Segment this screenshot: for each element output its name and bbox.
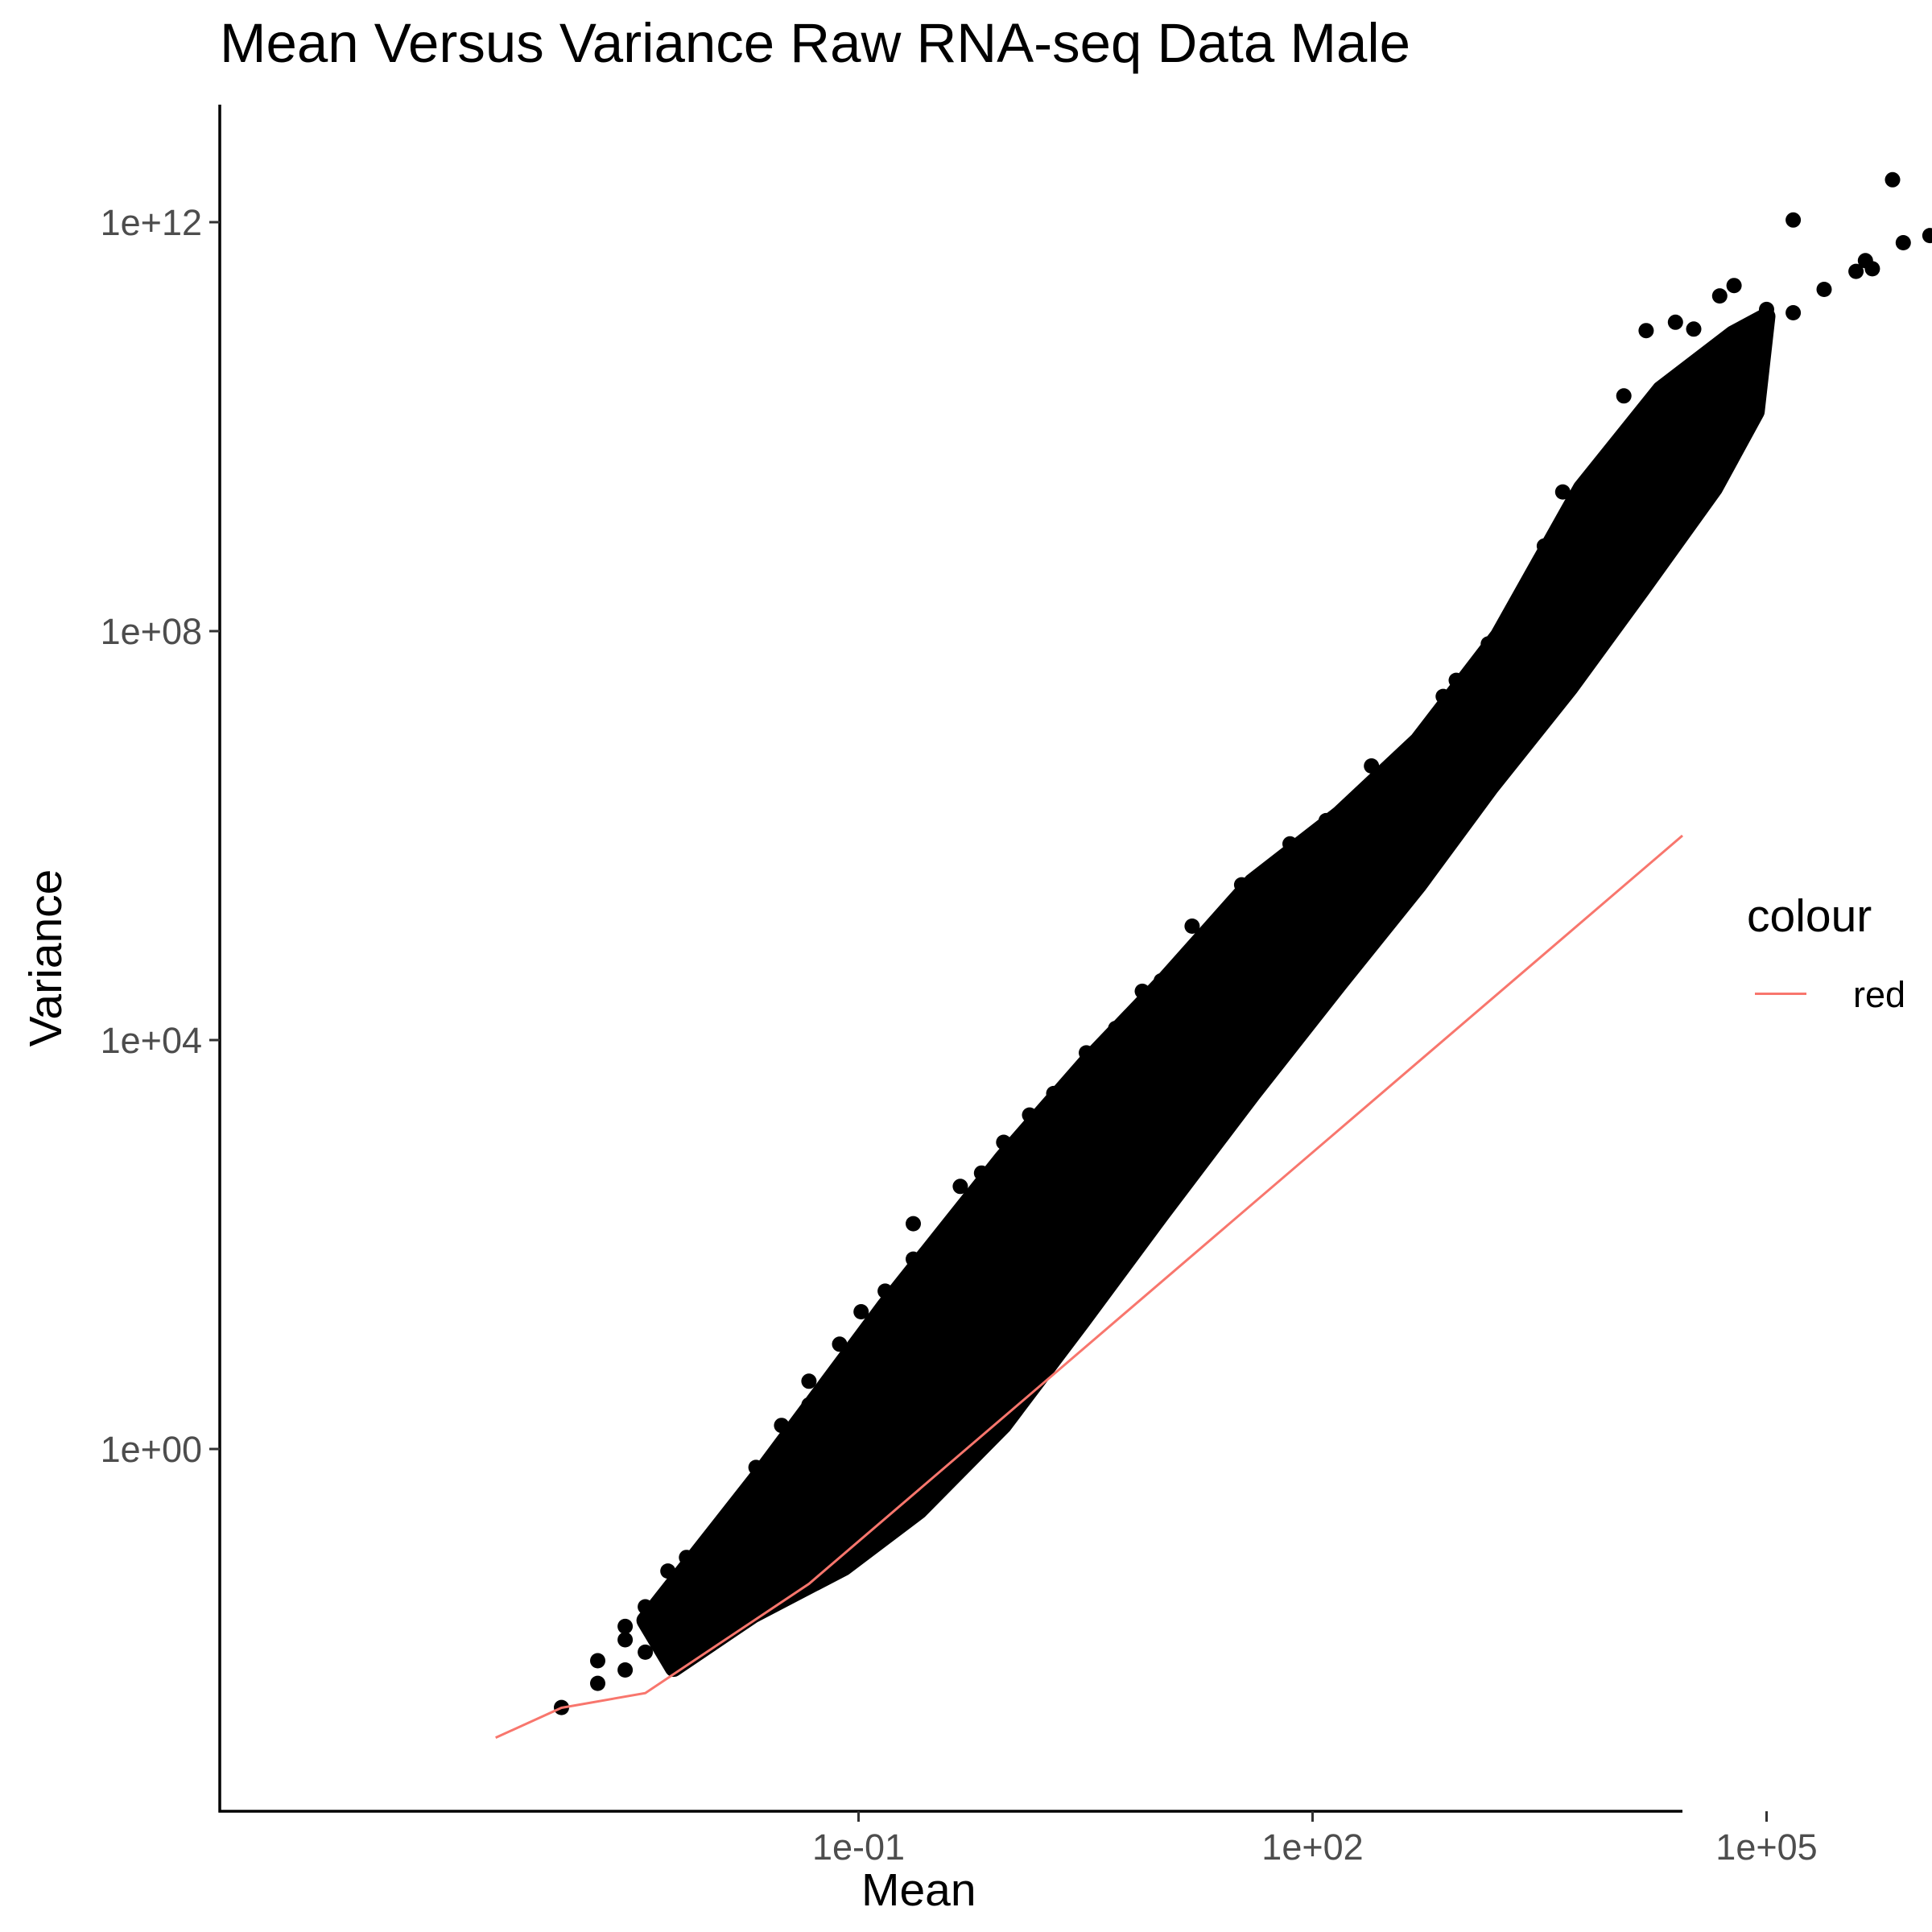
data-point <box>1638 323 1654 339</box>
data-point <box>877 1283 894 1299</box>
data-point <box>1154 972 1169 989</box>
chart-title: Mean Versus Variance Raw RNA-seq Data Ma… <box>220 12 1411 74</box>
data-point <box>906 1251 921 1267</box>
data-point <box>996 1134 1012 1150</box>
data-point <box>617 1618 634 1634</box>
data-point <box>1318 812 1334 828</box>
x-tick-label: 1e-01 <box>812 1827 905 1868</box>
data-point <box>617 1632 634 1648</box>
data-point <box>660 1599 676 1615</box>
legend-key-line <box>1755 993 1806 995</box>
data-point <box>724 1511 740 1527</box>
data-point <box>1785 212 1802 228</box>
data-point <box>1108 1021 1124 1036</box>
data-point <box>1282 836 1298 852</box>
data-point <box>1759 301 1774 317</box>
data-point <box>748 1459 764 1476</box>
data-point <box>590 1653 605 1669</box>
data-point <box>952 1179 968 1195</box>
data-point <box>1022 1107 1038 1123</box>
data-point <box>1554 484 1571 500</box>
data-point <box>638 1599 654 1615</box>
data-point <box>1816 282 1832 297</box>
data-point <box>1184 919 1200 934</box>
data-point <box>1686 321 1702 337</box>
data-point <box>1233 877 1249 893</box>
y-tick-label: 1e+00 <box>101 1429 202 1470</box>
data-point <box>1448 672 1464 688</box>
data-point <box>638 1612 654 1628</box>
data-point <box>1435 688 1451 704</box>
data-point <box>1134 983 1150 999</box>
data-point <box>801 1397 817 1413</box>
y-tick-label: 1e+12 <box>101 202 202 243</box>
legend-item-red: red <box>1755 974 1932 1015</box>
x-axis-label: Mean <box>861 1864 976 1916</box>
data-point <box>973 1165 989 1181</box>
data-point <box>638 1644 654 1660</box>
data-point <box>832 1336 848 1352</box>
legend-label: red <box>1853 974 1906 1015</box>
data-point <box>679 1550 695 1566</box>
data-point <box>906 1216 921 1232</box>
data-point <box>702 1531 718 1547</box>
data-point <box>748 1489 764 1505</box>
data-point <box>1591 467 1608 482</box>
data-point <box>1046 1085 1062 1101</box>
data-point <box>1895 235 1911 250</box>
data-point <box>1524 595 1540 611</box>
data-point <box>774 1437 790 1453</box>
data-point <box>1848 263 1864 279</box>
data-point <box>1922 228 1932 244</box>
data-point <box>1726 278 1742 294</box>
data-point <box>590 1675 605 1691</box>
data-point <box>774 1418 790 1434</box>
data-point <box>660 1563 676 1579</box>
y-axis-label: Variance <box>20 869 72 1047</box>
data-point <box>801 1373 817 1389</box>
data-point <box>1480 636 1496 652</box>
dense-cloud-layer <box>636 307 1776 1678</box>
data-point <box>1512 602 1528 618</box>
data-point <box>617 1662 634 1678</box>
data-point <box>1616 388 1632 404</box>
legend-title: colour <box>1747 890 1872 942</box>
data-point <box>1364 758 1380 774</box>
data-point <box>853 1304 869 1319</box>
reference-line-layer <box>495 834 1683 1739</box>
data-point <box>1711 288 1728 304</box>
y-tick-label: 1e+08 <box>101 611 202 652</box>
x-tick-label: 1e+02 <box>1261 1827 1363 1868</box>
reference-line-red <box>495 834 1683 1739</box>
data-point <box>1406 735 1422 751</box>
data-point <box>1785 305 1802 320</box>
data-point <box>1885 171 1901 188</box>
x-tick-label: 1e+05 <box>1715 1827 1817 1868</box>
points-layer <box>554 171 1932 1715</box>
data-point <box>1667 314 1683 330</box>
data-point <box>1857 253 1873 269</box>
data-point <box>1536 538 1552 554</box>
y-tick-label: 1e+04 <box>101 1020 202 1061</box>
axis-layer: 1e-01 1e+02 1e+05 1e+00 1e+04 1e+08 1e+12 <box>101 105 1818 1868</box>
legend: colour red <box>1747 890 1905 1015</box>
scatter-cloud <box>636 307 1776 1678</box>
data-point <box>1079 1045 1094 1061</box>
